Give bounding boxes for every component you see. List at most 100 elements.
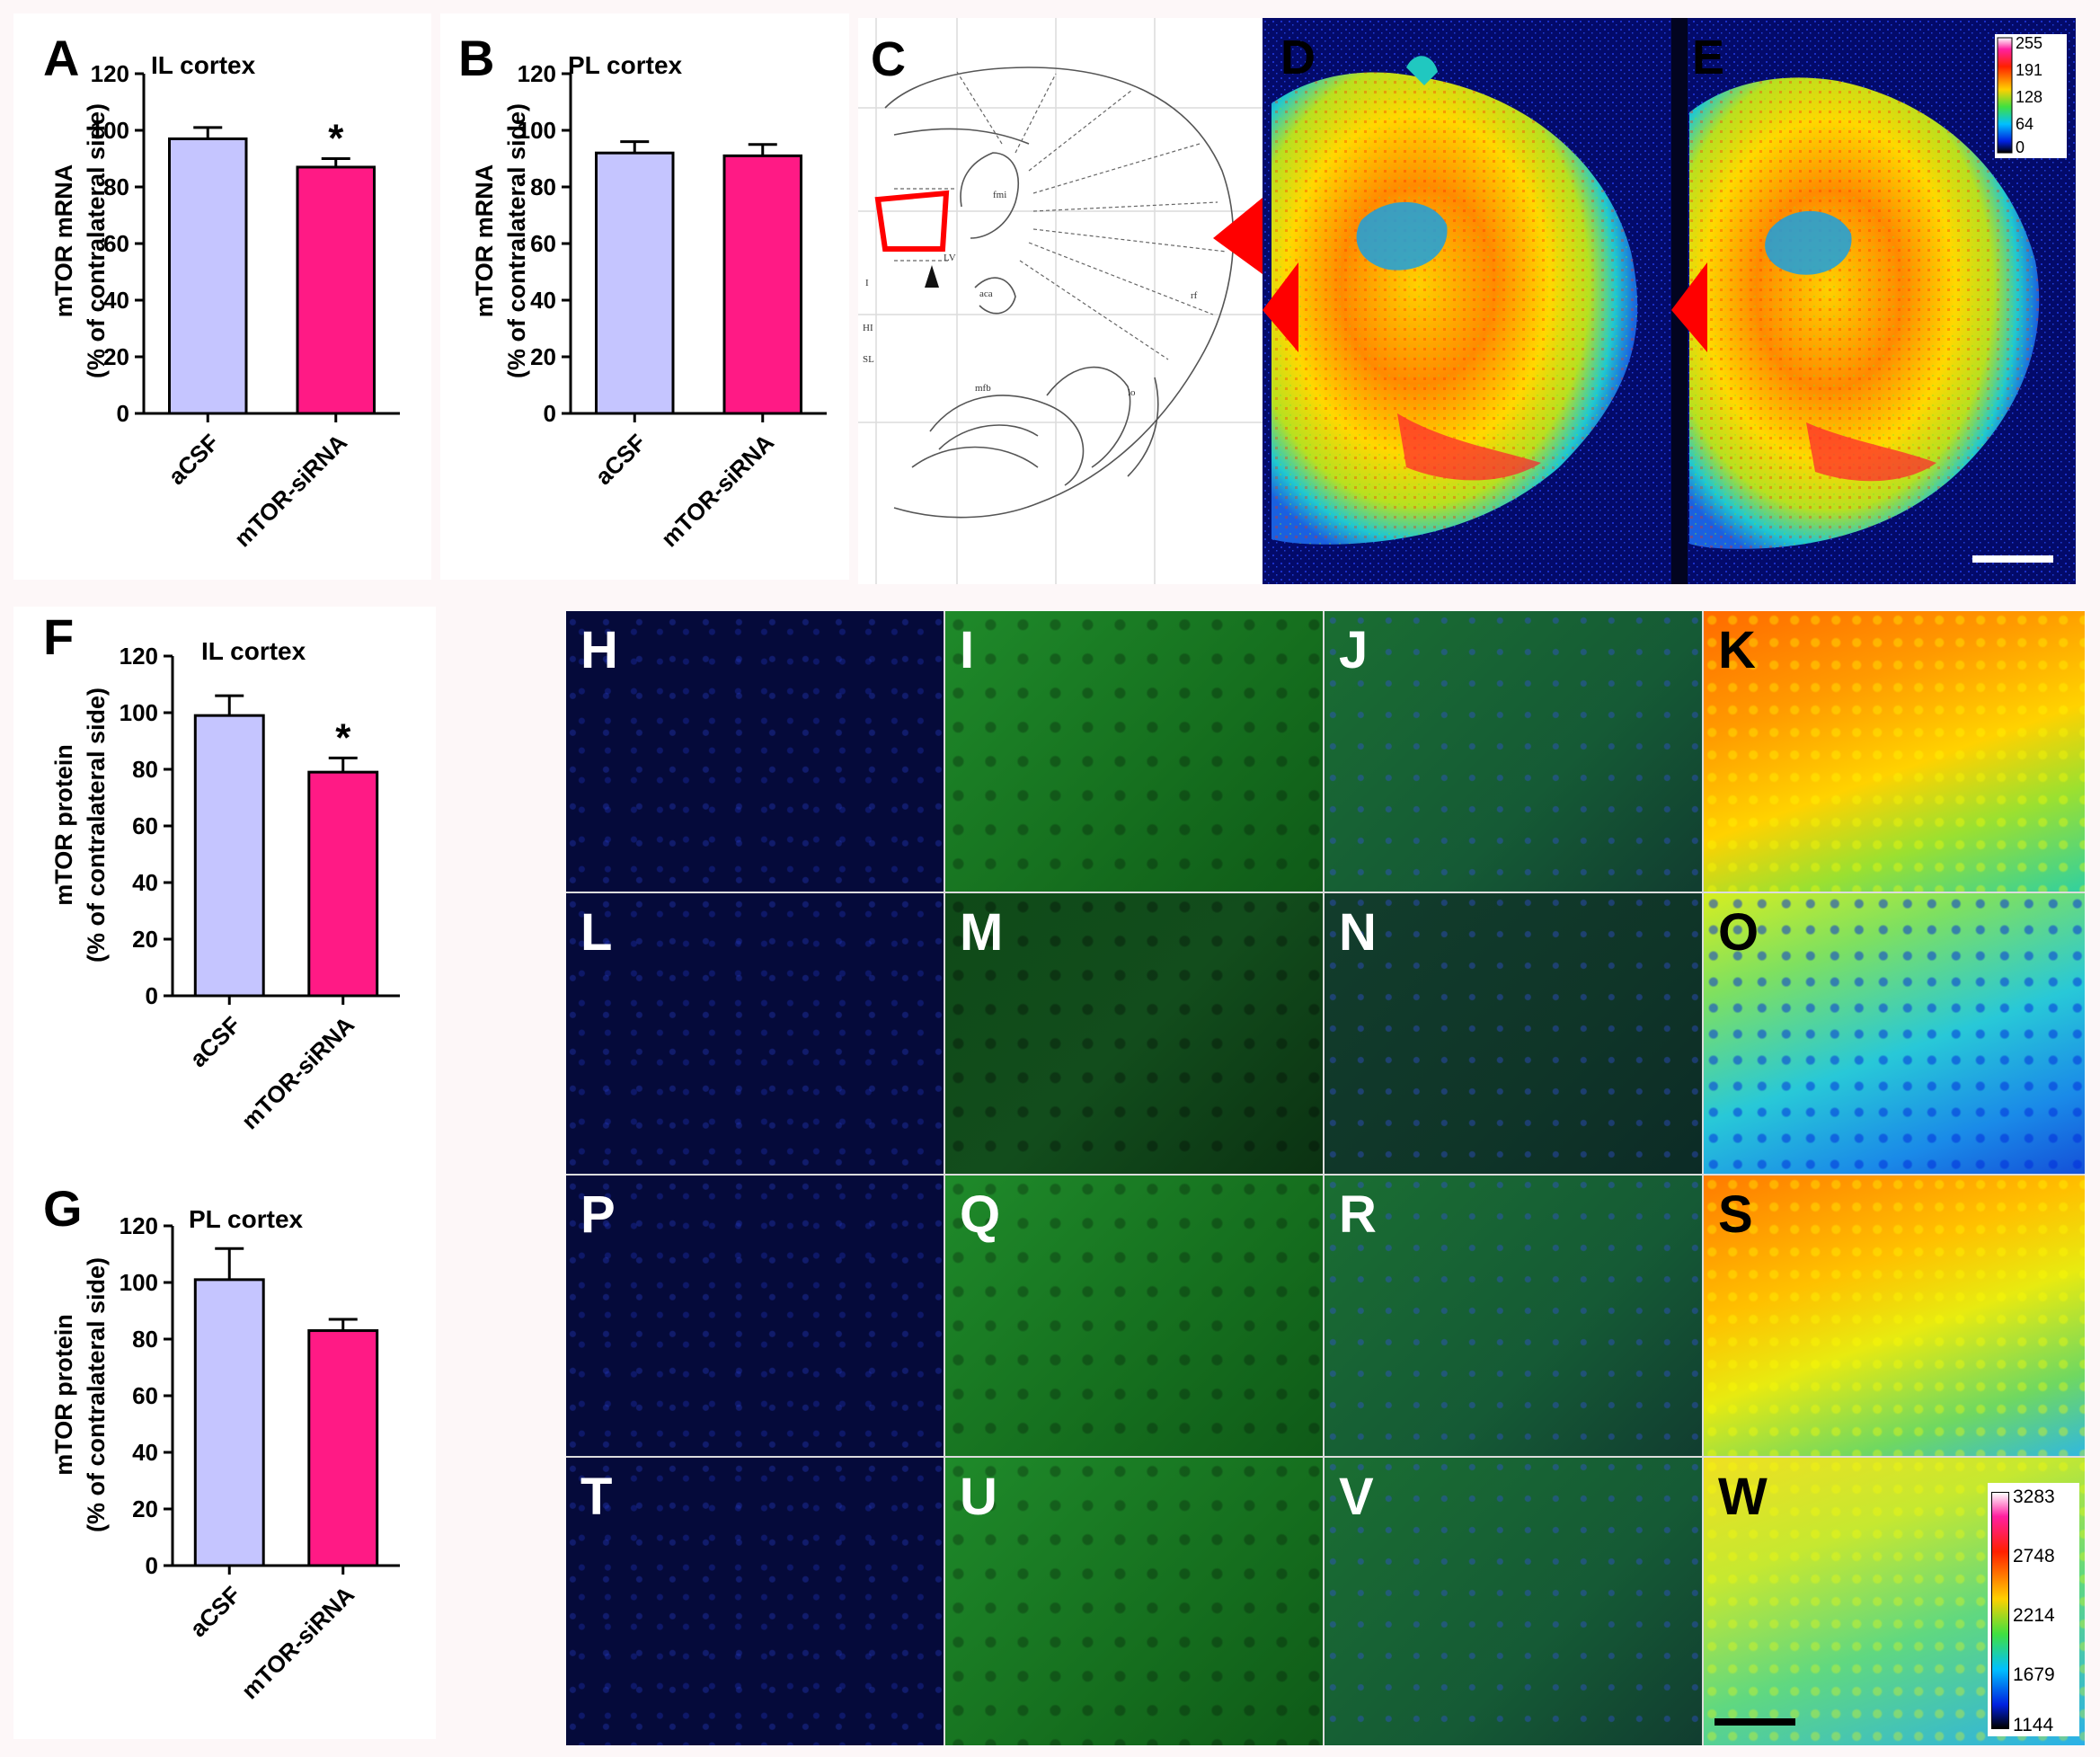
scale-tick: 1144 <box>2013 1715 2054 1735</box>
y-tick-label: 40 <box>530 287 556 314</box>
svg-text:lo: lo <box>1128 387 1136 398</box>
y-tick-label: 0 <box>146 982 158 1009</box>
red-roi-box <box>874 190 950 252</box>
panel-letter: D <box>1280 31 1316 84</box>
intensity-scale-gradient <box>1997 37 2013 154</box>
atlas-grid <box>858 18 1263 584</box>
y-tick-label: 0 <box>544 400 556 427</box>
bar-acsf <box>193 714 265 998</box>
y-tick-label: 120 <box>91 60 129 87</box>
micrograph-p: P <box>566 1176 944 1456</box>
micrograph-i: I <box>945 611 1323 892</box>
y-tick-label: 80 <box>132 756 158 783</box>
y-tick-label: 60 <box>132 1382 158 1409</box>
micrograph-v: V <box>1325 1458 1702 1745</box>
y-axis-label-line1: mTOR protein <box>50 744 77 906</box>
chart-panel-f: F IL cortex mTOR protein (% of contralat… <box>43 608 400 1134</box>
autoradiograph-e: E 255 191 128 64 0 <box>1671 31 2067 563</box>
panel-letter: G <box>43 1180 83 1237</box>
region-boundaries <box>894 71 1227 360</box>
chart-panel-b: B PL cortex mTOR mRNA (% of contralatera… <box>458 30 827 552</box>
intensity-scale-gradient <box>1991 1492 2009 1729</box>
y-tick-label: 20 <box>132 926 158 953</box>
micrograph-s: S <box>1704 1176 2085 1456</box>
y-tick-label: 120 <box>518 60 556 87</box>
x-tick-label: mTOR-siRNA <box>656 429 779 552</box>
svg-text:LV: LV <box>944 253 956 263</box>
intensity-scale-box: 3283 2748 2214 1679 1144 <box>1988 1483 2079 1736</box>
scale-tick: 64 <box>2016 115 2034 133</box>
scale-tick: 128 <box>2016 88 2042 106</box>
scale-tick: 255 <box>2016 34 2042 52</box>
y-tick-label: 80 <box>103 173 129 200</box>
bar-acsf <box>595 151 675 415</box>
atlas-diagram-panel-c: C fmi LV aca mfb rf lo SL HI I <box>858 18 1263 584</box>
bar-acsf <box>193 1278 265 1567</box>
y-axis-label-line1: mTOR protein <box>50 1314 77 1476</box>
y-axis-label-line2: (% of contralateral side) <box>83 103 110 378</box>
scale-bar <box>1715 1718 1795 1726</box>
y-tick-label: 0 <box>117 400 129 427</box>
bar-sirna <box>307 1329 379 1567</box>
chart-title: IL cortex <box>151 51 256 79</box>
y-tick-label: 40 <box>132 869 158 896</box>
chart-panel-g: G PL cortex mTOR protein (% of contralat… <box>43 1180 400 1704</box>
y-axis-label-line2: (% of contralateral side) <box>503 103 530 378</box>
y-tick-label: 120 <box>120 1212 158 1239</box>
svg-text:HI: HI <box>863 323 873 333</box>
x-tick-label: aCSF <box>184 1581 245 1642</box>
significance-marker: * <box>328 117 344 161</box>
y-tick-label: 40 <box>103 287 129 314</box>
micrograph-k: K <box>1704 611 2085 892</box>
micrograph-t: T <box>566 1458 944 1745</box>
svg-text:rf: rf <box>1191 290 1198 301</box>
panel-letter: C <box>871 32 906 86</box>
micrograph-r: R <box>1325 1176 1702 1456</box>
y-tick-label: 80 <box>530 173 556 200</box>
red-arrowhead <box>1263 262 1298 352</box>
micrograph-o: O <box>1704 893 2085 1174</box>
chart-title: PL cortex <box>568 51 683 79</box>
panel-letter: E <box>1692 31 1724 84</box>
micrograph-w: W 3283 2748 2214 1679 1144 <box>1704 1458 2085 1745</box>
y-axis-label-line2: (% of contralateral side) <box>83 1257 110 1532</box>
y-tick-label: 100 <box>91 117 129 144</box>
autoradiograph-panels-de: D E 255 191 128 64 0 <box>1263 18 2076 584</box>
panel-letter: B <box>458 30 494 86</box>
y-tick-label: 20 <box>530 343 556 370</box>
y-tick-label: 100 <box>120 1269 158 1296</box>
y-tick-label: 60 <box>132 812 158 839</box>
micrograph-j: J <box>1325 611 1702 892</box>
bar-sirna <box>307 770 379 998</box>
y-tick-label: 80 <box>132 1326 158 1353</box>
scale-tick: 3283 <box>2013 1486 2055 1507</box>
y-tick-label: 100 <box>518 117 556 144</box>
x-tick-label: aCSF <box>589 429 651 490</box>
y-tick-label: 20 <box>132 1495 158 1522</box>
svg-text:fmi: fmi <box>993 190 1006 200</box>
atlas-labels: fmi LV aca mfb rf lo SL HI I <box>863 190 1198 398</box>
y-tick-label: 100 <box>120 699 158 726</box>
chart-panel-a: A IL cortex mTOR mRNA (% of contralatera… <box>43 30 400 552</box>
y-axis-label-line1: mTOR mRNA <box>50 164 77 318</box>
panel-letter: A <box>43 30 79 86</box>
ventricle-shape <box>925 265 939 288</box>
svg-text:I: I <box>865 278 869 288</box>
bar-sirna <box>296 165 376 415</box>
significance-marker: * <box>335 715 351 759</box>
scale-tick: 2748 <box>2013 1546 2055 1566</box>
scale-tick: 0 <box>2016 138 2025 156</box>
micrograph-h: H <box>566 611 944 892</box>
svg-text:mfb: mfb <box>975 383 991 394</box>
scale-tick: 191 <box>2016 61 2042 79</box>
scale-tick: 1679 <box>2013 1664 2055 1685</box>
micrograph-m: M <box>945 893 1323 1174</box>
micrograph-u: U <box>945 1458 1323 1745</box>
scale-tick: 2214 <box>2013 1605 2055 1626</box>
svg-text:SL: SL <box>863 354 874 365</box>
y-tick-label: 40 <box>132 1439 158 1466</box>
bar-acsf <box>168 137 248 415</box>
chart-title: PL cortex <box>189 1205 304 1233</box>
red-arrowhead <box>1671 262 1707 352</box>
y-tick-label: 120 <box>120 643 158 670</box>
